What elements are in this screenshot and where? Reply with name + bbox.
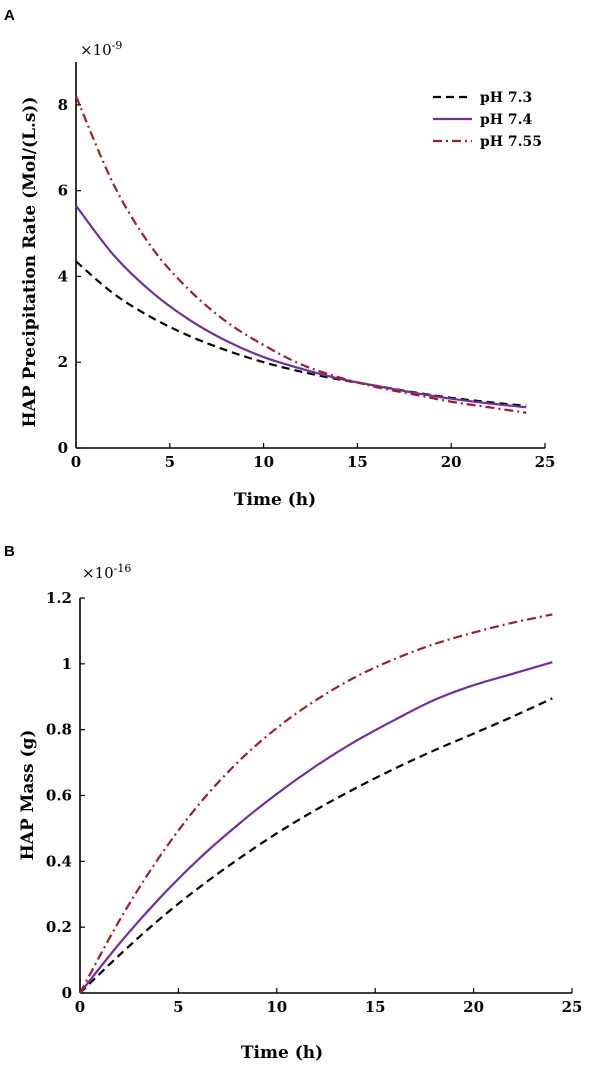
panel-a-y-axis-title: HAP Precipitation Rate (Mol/(L.s)) <box>20 96 40 427</box>
panel-b-series-line-2 <box>79 661 553 994</box>
panel-b-y-tick-label: 0.6 <box>46 787 72 805</box>
legend-label-3: pH 7.55 <box>480 134 542 150</box>
panel-a-x-tick-label: 5 <box>165 453 175 471</box>
panel-b-y-axis-title: HAP Mass (g) <box>18 730 38 861</box>
panel-a: A ×10-9 0 5 10 15 20 25 0 2 4 6 8 Time (h) HAP Pre… <box>4 7 555 510</box>
panel-a-x-tick-label: 20 <box>441 453 462 471</box>
panel-b-x-axis-title: Time (h) <box>241 1043 323 1063</box>
panel-a-x-tick-label: 10 <box>253 453 274 471</box>
panel-a-x-tick-label: 25 <box>535 453 556 471</box>
panel-b-x-tick-label: 20 <box>463 998 484 1016</box>
panel-a-series-line-3 <box>74 95 527 414</box>
panel-b-x-tick-label: 10 <box>266 998 287 1016</box>
panel-b-series-line-1 <box>79 697 553 994</box>
panel-b-y-tick-label: 0.4 <box>46 852 72 870</box>
panel-a-x-tick-label: 0 <box>71 453 81 471</box>
panel-a-y-tick-label: 6 <box>58 182 68 200</box>
panel-a-y-multiplier: ×10-9 <box>80 39 122 59</box>
panel-a-x-tick-label: 15 <box>347 453 368 471</box>
panel-a-y-tick-label: 0 <box>58 439 68 457</box>
panel-a-legend: pH 7.3 pH 7.4 pH 7.55 <box>433 90 542 150</box>
panel-b-series-line-3 <box>79 613 553 994</box>
panel-a-y-tick-label: 2 <box>58 353 68 371</box>
panel-b-plot: 0 5 10 15 20 25 0 0.2 0.4 0.6 0.8 1 1.2 <box>46 589 583 1016</box>
legend-label-1: pH 7.3 <box>480 90 532 106</box>
panel-b-x-tick-label: 5 <box>173 998 183 1016</box>
panel-b: B ×10-16 0 5 10 15 20 25 0 0.2 0.4 0.6 0.8 1 1.2 Tim… <box>4 543 582 1063</box>
panel-b-y-multiplier: ×10-16 <box>82 562 131 582</box>
panel-a-plot: 0 5 10 15 20 25 0 2 4 6 8 <box>58 62 556 471</box>
panel-b-x-tick-label: 15 <box>365 998 386 1016</box>
panel-a-series-line-1 <box>75 260 527 408</box>
panel-a-x-axis-title: Time (h) <box>234 490 316 510</box>
panel-b-x-tick-label: 0 <box>75 998 85 1016</box>
panel-a-y-tick-label: 4 <box>58 267 68 285</box>
panel-a-y-tick-label: 8 <box>58 96 68 114</box>
panel-b-label: B <box>4 543 15 560</box>
panel-b-y-tick-label: 1 <box>62 655 72 673</box>
panel-a-label: A <box>4 7 15 24</box>
panel-b-x-tick-label: 25 <box>562 998 583 1016</box>
panel-a-series-line-2 <box>75 205 527 409</box>
panel-b-y-tick-label: 0 <box>62 984 72 1002</box>
panel-b-y-tick-label: 0.2 <box>46 918 72 936</box>
panel-b-y-tick-label: 1.2 <box>46 589 72 607</box>
panel-b-y-tick-label: 0.8 <box>46 721 72 739</box>
legend-label-2: pH 7.4 <box>480 112 533 128</box>
